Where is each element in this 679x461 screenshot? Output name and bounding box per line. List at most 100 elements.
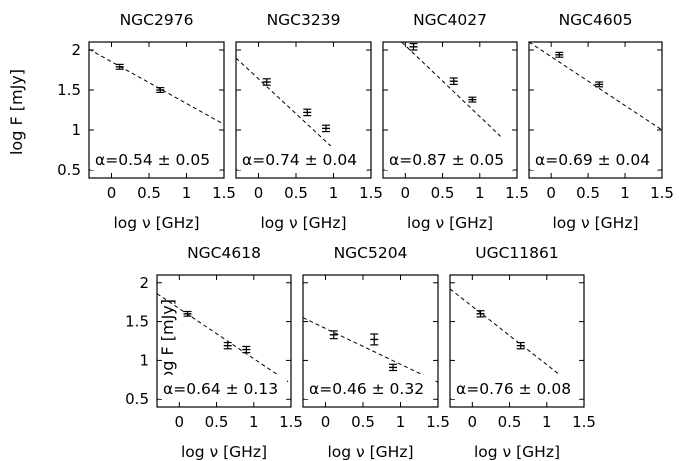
data-point [595,81,604,88]
panel-ngc2976: NGC2976 0 0.5 1 1.5 0.5 1 1.5 2 log ν [GHz] α=0.54… [57,11,236,232]
data-point [555,51,564,58]
x-tick-label: 1.5 [505,184,529,202]
x-tick-label: 0 [468,413,478,431]
data-point [329,330,338,340]
row1-ylabel: log F [mJy] [7,69,26,155]
data-point [242,345,251,354]
x-axis-label: log ν [GHz] [260,214,346,232]
data-point [449,77,458,86]
x-tick-label: 0.5 [137,184,161,202]
x-tick-label: 0.5 [576,184,600,202]
panel-ngc4027: NGC4027 0 0.5 1 1.5 log ν [GHz] α=0.87 ± 0.05 [382,11,529,232]
x-tick-label: 0 [107,184,117,202]
y-tick-label: 1.5 [125,313,149,331]
plot-frame [449,274,585,408]
x-tick-label: 1 [542,413,552,431]
alpha-annotation: α=0.54 ± 0.05 [95,151,210,169]
panel-title: NGC4618 [187,244,261,262]
panel-ngc4605: NGC4605 0 0.5 1 1.5 log ν [GHz] α=0.69 ± 0.04 [528,11,674,232]
annotation-box [531,146,658,170]
fit-line [449,288,570,383]
x-tick-label: 0.5 [351,413,375,431]
data-point [156,86,165,94]
x-tick-label: 1.5 [650,184,674,202]
plot-frame [382,41,518,179]
x-tick-label: 1 [249,413,259,431]
x-tick-label: 0 [254,184,264,202]
annotation-box [305,375,434,399]
x-tick-label: 1.5 [572,413,596,431]
x-axis-label: log ν [GHz] [407,214,493,232]
data-point [303,108,312,117]
x-tick-label: 1 [396,413,406,431]
x-tick-label: 1.5 [212,184,236,202]
x-tick-label: 0 [546,184,556,202]
annotation-box [452,375,580,399]
x-axis-label: log ν [GHz] [327,443,413,461]
fit-line [235,57,353,167]
data-point [322,124,330,133]
data-point [370,333,379,346]
panel-title: NGC4027 [413,11,487,29]
x-tick-label: 1 [475,184,485,202]
panel-title: NGC2976 [120,11,194,29]
x-tick-label: 1.5 [426,413,450,431]
panel-title: NGC4605 [559,11,633,29]
x-axis-label: log ν [GHz] [552,214,638,232]
plot-frame [302,274,439,408]
plot-frame [528,41,663,179]
panel-title: NGC3239 [267,11,341,29]
data-point [409,42,418,51]
panel-ngc4618: NGC4618 0 0.5 1 1.5 0.5 1 1.5 2 log ν [GHz] α=0.64… [125,244,303,461]
panel-ngc5204: NGC5204 0 0.5 1 1.5 log ν [GHz] α=0.46 ± 0.32 [302,244,450,461]
panel-ugc11861: UGC11861 0 0.5 1 1.5 log ν [GHz] α=0.76 ± 0.08 [449,244,596,461]
x-tick-label: 1 [329,184,339,202]
y-tick-label: 1 [139,351,149,369]
data-point [183,310,192,317]
data-point [223,341,232,350]
panel-ngc3239: NGC3239 0 0.5 1 1.5 log ν [GHz] α=0.74 ± 0.04 [235,11,383,232]
alpha-annotation: α=0.76 ± 0.08 [456,380,571,398]
data-point [389,363,397,372]
x-tick-label: 1 [182,184,192,202]
y-tick-label: 0.5 [57,161,81,179]
alpha-annotation: α=0.69 ± 0.04 [535,151,650,169]
x-tick-label: 0.5 [284,184,308,202]
x-tick-label: 0 [175,413,185,431]
x-tick-label: 0 [401,184,411,202]
data-point [262,78,271,86]
x-tick-label: 0 [321,413,331,431]
data-point [468,96,477,103]
fit-line [302,317,439,383]
plot-frame [156,274,292,408]
data-point [115,63,124,70]
row2-ylabel: log F [mJy] [158,299,177,385]
annotation-box [238,146,367,170]
y-tick-label: 2 [71,41,81,59]
x-tick-label: 0.5 [431,184,455,202]
x-tick-label: 1.5 [279,413,303,431]
fit-line [88,48,225,125]
x-tick-label: 0.5 [205,413,229,431]
fit-line [401,41,501,137]
y-tick-label: 1.5 [57,81,81,99]
data-point [476,310,485,318]
x-axis-label: log ν [GHz] [474,443,560,461]
y-tick-label: 1 [71,121,81,139]
x-tick-label: 1.5 [359,184,383,202]
alpha-annotation: α=0.74 ± 0.04 [242,151,357,169]
annotation-box [91,146,220,170]
x-tick-label: 0.5 [498,413,522,431]
y-tick-label: 2 [139,274,149,292]
annotation-box [385,146,513,170]
alpha-annotation: α=0.87 ± 0.05 [389,151,504,169]
plot-frame [88,41,225,179]
alpha-annotation: α=0.46 ± 0.32 [309,380,424,398]
y-tick-label: 0.5 [125,390,149,408]
panel-title: NGC5204 [334,244,408,262]
x-axis-label: log ν [GHz] [113,214,199,232]
annotation-box [159,375,287,399]
alpha-annotation: α=0.64 ± 0.13 [163,380,278,398]
plot-frame [235,41,372,179]
